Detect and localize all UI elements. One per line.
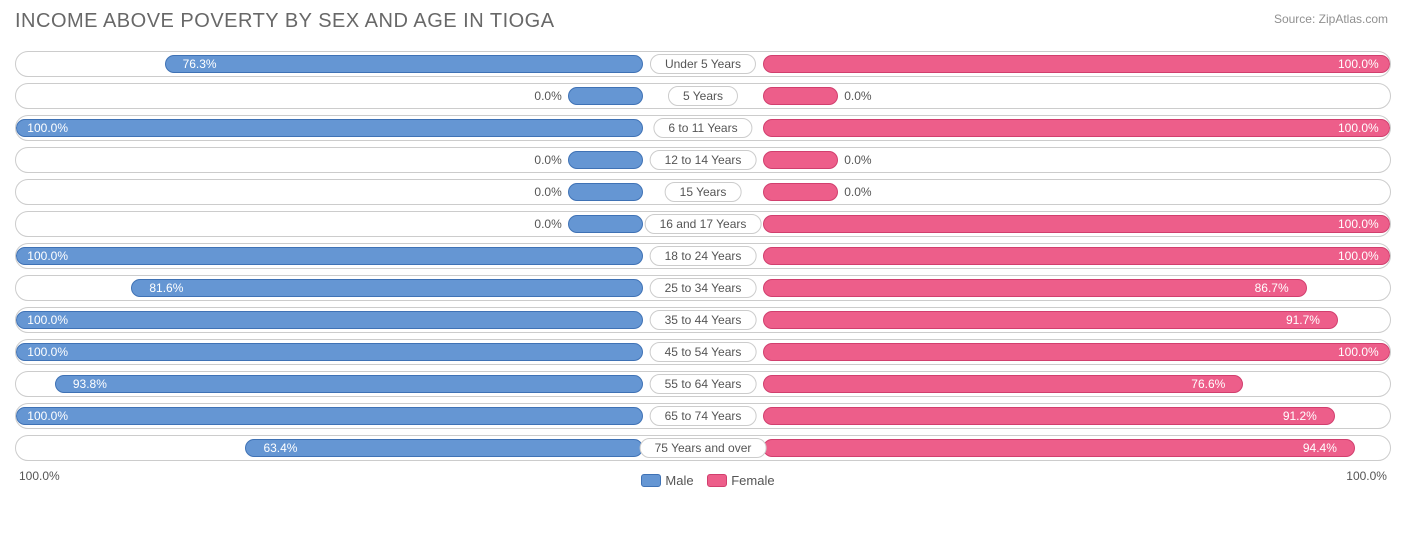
category-label: 45 to 54 Years	[650, 342, 757, 362]
category-label: 12 to 14 Years	[650, 150, 757, 170]
category-label: 65 to 74 Years	[650, 406, 757, 426]
category-label: 18 to 24 Years	[650, 246, 757, 266]
female-bar	[763, 375, 1243, 393]
chart-row: 76.3% 100.0% Under 5 Years	[15, 51, 1391, 77]
female-value: 100.0%	[1338, 340, 1379, 364]
chart-row: 63.4% 94.4% 75 Years and over	[15, 435, 1391, 461]
female-bar	[763, 215, 1390, 233]
female-value: 0.0%	[844, 148, 871, 172]
male-value: 100.0%	[27, 244, 68, 268]
female-value: 0.0%	[844, 84, 871, 108]
legend-female: Female	[731, 473, 774, 488]
chart-row: 81.6% 86.7% 25 to 34 Years	[15, 275, 1391, 301]
male-bar	[131, 279, 643, 297]
male-value: 76.3%	[183, 52, 217, 76]
female-bar	[763, 343, 1390, 361]
axis-right-label: 100.0%	[1346, 469, 1387, 488]
male-bar	[568, 87, 643, 105]
male-value: 100.0%	[27, 308, 68, 332]
female-bar	[763, 407, 1335, 425]
female-value: 91.2%	[1283, 404, 1317, 428]
female-value: 86.7%	[1255, 276, 1289, 300]
legend: Male Female	[631, 473, 774, 488]
female-bar	[763, 247, 1390, 265]
male-bar	[568, 215, 643, 233]
category-label: 6 to 11 Years	[653, 118, 752, 138]
female-value: 0.0%	[844, 180, 871, 204]
male-bar	[16, 343, 643, 361]
butterfly-chart: 76.3% 100.0% Under 5 Years 0.0% 0.0% 5 Years 1…	[15, 51, 1391, 461]
chart-row: 93.8% 76.6% 55 to 64 Years	[15, 371, 1391, 397]
male-bar	[16, 247, 643, 265]
female-bar	[763, 119, 1390, 137]
male-bar	[55, 375, 643, 393]
category-label: 55 to 64 Years	[650, 374, 757, 394]
female-bar	[763, 55, 1390, 73]
axis-row: 100.0% Male Female 100.0%	[15, 467, 1391, 488]
female-bar	[763, 311, 1338, 329]
female-bar	[763, 279, 1307, 297]
female-value: 100.0%	[1338, 116, 1379, 140]
legend-male: Male	[665, 473, 693, 488]
female-value: 91.7%	[1286, 308, 1320, 332]
male-value: 81.6%	[149, 276, 183, 300]
male-value: 0.0%	[534, 212, 561, 236]
female-value: 100.0%	[1338, 52, 1379, 76]
male-bar	[245, 439, 643, 457]
male-value: 0.0%	[534, 148, 561, 172]
female-bar	[763, 439, 1355, 457]
category-label: Under 5 Years	[650, 54, 756, 74]
female-value: 94.4%	[1303, 436, 1337, 460]
category-label: 35 to 44 Years	[650, 310, 757, 330]
male-value: 63.4%	[263, 436, 297, 460]
male-bar	[16, 407, 643, 425]
female-bar	[763, 151, 838, 169]
chart-title: INCOME ABOVE POVERTY BY SEX AND AGE IN T…	[15, 10, 1391, 33]
male-bar	[568, 151, 643, 169]
chart-row: 100.0% 91.2% 65 to 74 Years	[15, 403, 1391, 429]
female-swatch	[707, 474, 727, 487]
male-bar	[16, 311, 643, 329]
female-bar	[763, 87, 838, 105]
chart-row: 100.0% 100.0% 45 to 54 Years	[15, 339, 1391, 365]
chart-row: 100.0% 100.0% 6 to 11 Years	[15, 115, 1391, 141]
chart-row: 0.0% 0.0% 5 Years	[15, 83, 1391, 109]
male-swatch	[641, 474, 661, 487]
category-label: 75 Years and over	[640, 438, 767, 458]
male-bar	[568, 183, 643, 201]
female-value: 100.0%	[1338, 212, 1379, 236]
male-value: 100.0%	[27, 404, 68, 428]
source-label: Source: ZipAtlas.com	[1274, 12, 1388, 26]
category-label: 5 Years	[668, 86, 738, 106]
axis-left-label: 100.0%	[19, 469, 60, 488]
male-value: 100.0%	[27, 340, 68, 364]
male-value: 0.0%	[534, 180, 561, 204]
category-label: 16 and 17 Years	[645, 214, 762, 234]
chart-row: 0.0% 100.0% 16 and 17 Years	[15, 211, 1391, 237]
chart-row: 100.0% 91.7% 35 to 44 Years	[15, 307, 1391, 333]
male-bar	[16, 119, 643, 137]
male-bar	[165, 55, 643, 73]
chart-row: 0.0% 0.0% 15 Years	[15, 179, 1391, 205]
male-value: 93.8%	[73, 372, 107, 396]
chart-row: 100.0% 100.0% 18 to 24 Years	[15, 243, 1391, 269]
chart-row: 0.0% 0.0% 12 to 14 Years	[15, 147, 1391, 173]
category-label: 15 Years	[665, 182, 742, 202]
category-label: 25 to 34 Years	[650, 278, 757, 298]
male-value: 0.0%	[534, 84, 561, 108]
female-value: 76.6%	[1191, 372, 1225, 396]
female-value: 100.0%	[1338, 244, 1379, 268]
male-value: 100.0%	[27, 116, 68, 140]
female-bar	[763, 183, 838, 201]
